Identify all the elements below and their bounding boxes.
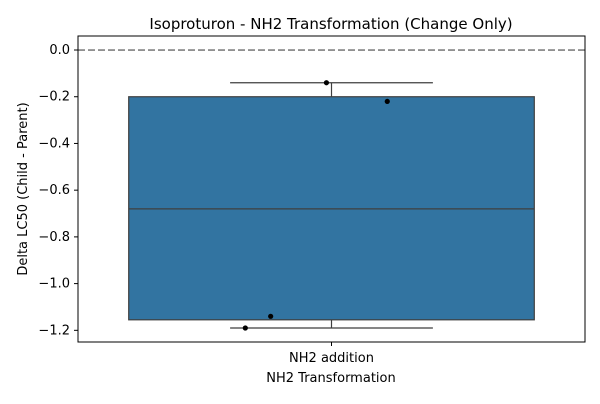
data-point <box>323 80 330 86</box>
y-tick-label: 0.0 <box>49 43 70 58</box>
x-axis-label: NH2 Transformation <box>266 371 395 386</box>
y-tick-label: −0.2 <box>38 90 70 105</box>
y-axis-ticks: 0.0 −0.2 −0.4 −0.6 −0.8 −1.0 −1.2 <box>38 43 78 338</box>
y-tick-label: −0.8 <box>38 230 70 245</box>
data-point <box>384 98 390 105</box>
data-point <box>242 325 248 331</box>
data-point <box>268 313 274 319</box>
x-tick-label: NH2 addition <box>289 351 374 366</box>
y-tick-label: −1.2 <box>38 323 70 338</box>
y-tick-label: −0.6 <box>38 183 70 198</box>
plot-area <box>78 49 585 331</box>
x-axis-ticks: NH2 addition <box>289 342 374 366</box>
y-tick-label: −0.4 <box>38 136 70 151</box>
chart-title: Isoproturon - NH2 Transformation (Change… <box>149 15 512 33</box>
y-tick-label: −1.0 <box>38 277 70 292</box>
y-axis-label: Delta LC50 (Child - Parent) <box>16 102 31 275</box>
